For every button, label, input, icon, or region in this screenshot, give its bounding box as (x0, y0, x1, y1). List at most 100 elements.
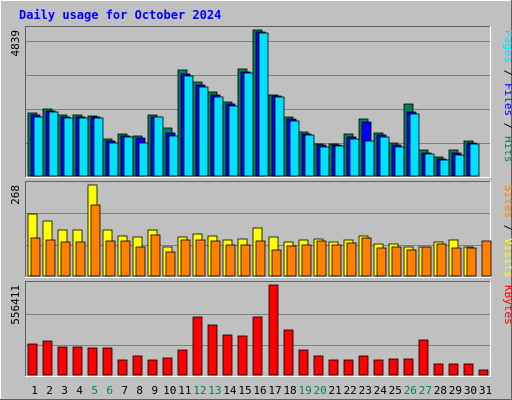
bar-kbytes-day-21 (328, 359, 339, 376)
day-label-28: 28 (434, 384, 447, 397)
bar-pages-day-8 (138, 142, 149, 177)
bar-kbytes-day-19 (298, 349, 309, 376)
bar-sites-day-20 (316, 240, 327, 277)
day-label-10: 10 (163, 384, 176, 397)
day-label-31: 31 (479, 384, 492, 397)
bar-sites-day-26 (406, 249, 417, 277)
chart-panels: 4839 Pages / Files / Hits 268 Sites / Visit… (9, 26, 512, 377)
bar-sites-day-11 (180, 239, 191, 277)
bar-pages-day-2 (48, 111, 59, 177)
bar-kbytes-day-28 (433, 363, 444, 376)
bar-pages-day-5 (93, 117, 104, 177)
bar-kbytes-day-29 (448, 363, 459, 376)
day-label-1: 1 (31, 384, 38, 397)
day-label-11: 11 (178, 384, 191, 397)
legend-part: / (502, 63, 512, 83)
chart-title: Daily usage for October 2024 (19, 8, 221, 22)
legend-part: Visits (502, 238, 512, 278)
day-label-22: 22 (344, 384, 357, 397)
bar-sites-day-28 (436, 243, 447, 277)
bar-kbytes-day-26 (403, 358, 414, 376)
bar-pages-day-4 (78, 117, 89, 177)
bar-pages-day-26 (409, 113, 420, 177)
bar-pages-day-14 (228, 105, 239, 177)
day-label-27: 27 (419, 384, 432, 397)
day-label-4: 4 (76, 384, 83, 397)
bar-sites-day-8 (135, 246, 146, 277)
bar-sites-day-18 (286, 245, 297, 277)
bar-sites-day-14 (225, 244, 236, 277)
day-label-20: 20 (314, 384, 327, 397)
day-label-26: 26 (404, 384, 417, 397)
day-label-23: 23 (359, 384, 372, 397)
day-label-8: 8 (136, 384, 143, 397)
panel-visits-sites: 268 Sites / Visits (9, 181, 512, 278)
bar-kbytes-day-31 (478, 369, 489, 376)
legend-part: Files (502, 83, 512, 116)
panel-kbytes: 556411 KBytes (9, 281, 512, 377)
bar-kbytes-day-25 (388, 358, 399, 376)
bar-pages-day-12 (198, 86, 209, 177)
bar-kbytes-day-9 (147, 359, 158, 376)
bar-kbytes-day-13 (207, 324, 218, 376)
bar-sites-day-16 (255, 240, 266, 277)
day-labels: 1 2 3 4 5 6 7 8 9 10 11 12 13 14 15 16 17 18 19 20 21 22 23 24 2… (31, 384, 492, 397)
bar-pages-day-7 (123, 136, 134, 177)
bar-kbytes-day-30 (463, 363, 474, 376)
day-label-29: 29 (449, 384, 462, 397)
bar-sites-day-30 (466, 247, 477, 277)
bar-sites-day-1 (30, 237, 41, 277)
day-label-21: 21 (329, 384, 342, 397)
bar-kbytes-day-4 (72, 346, 83, 376)
bar-sites-day-19 (301, 244, 312, 277)
day-label-16: 16 (253, 384, 266, 397)
day-label-13: 13 (208, 384, 221, 397)
bar-sites-day-10 (165, 251, 176, 277)
bar-sites-day-31 (481, 240, 492, 277)
day-label-2: 2 (46, 384, 53, 397)
bar-kbytes-day-14 (222, 334, 233, 376)
bar-pages-day-24 (379, 136, 390, 177)
panel-pages-files-hits: 4839 Pages / Files / Hits (9, 26, 512, 178)
bar-kbytes-day-2 (42, 340, 53, 376)
bar-sites-day-7 (120, 240, 131, 277)
bar-sites-day-4 (75, 241, 86, 277)
bar-sites-day-3 (60, 241, 71, 277)
day-label-3: 3 (61, 384, 68, 397)
bar-pages-day-16 (258, 32, 269, 177)
bar-kbytes-day-11 (177, 349, 188, 376)
bar-kbytes-day-15 (237, 335, 248, 376)
bar-kbytes-day-22 (343, 359, 354, 376)
day-label-14: 14 (223, 384, 237, 397)
day-label-18: 18 (283, 384, 296, 397)
bar-kbytes-day-3 (57, 346, 68, 376)
bar-pages-day-18 (289, 120, 300, 177)
day-label-25: 25 (389, 384, 402, 397)
day-label-24: 24 (374, 384, 388, 397)
legend-part: KBytes (502, 285, 512, 325)
bar-kbytes-day-23 (358, 355, 369, 376)
bar-kbytes-day-27 (418, 339, 429, 376)
bar-sites-day-17 (271, 249, 282, 277)
bar-kbytes-day-16 (252, 316, 263, 376)
bar-sites-day-23 (361, 237, 372, 277)
day-label-19: 19 (298, 384, 311, 397)
bar-sites-day-12 (195, 239, 206, 277)
legend-part: / (502, 116, 512, 136)
bar-sites-day-29 (451, 247, 462, 277)
bar-pages-day-28 (439, 159, 450, 177)
bar-sites-day-24 (376, 247, 387, 277)
bar-sites-day-13 (210, 240, 221, 277)
bar-pages-day-29 (454, 154, 465, 177)
bar-pages-day-15 (243, 72, 254, 177)
bar-pages-day-10 (168, 135, 179, 177)
panel-max-label: 268 (9, 185, 22, 205)
bar-sites-day-22 (346, 242, 357, 277)
panel-series-legend: Sites / Visits (502, 185, 512, 278)
bar-kbytes-day-5 (87, 347, 98, 376)
bar-pages-day-23 (364, 140, 375, 177)
legend-part: / (502, 218, 512, 238)
bar-kbytes-day-18 (283, 329, 294, 376)
day-label-5: 5 (91, 384, 98, 397)
